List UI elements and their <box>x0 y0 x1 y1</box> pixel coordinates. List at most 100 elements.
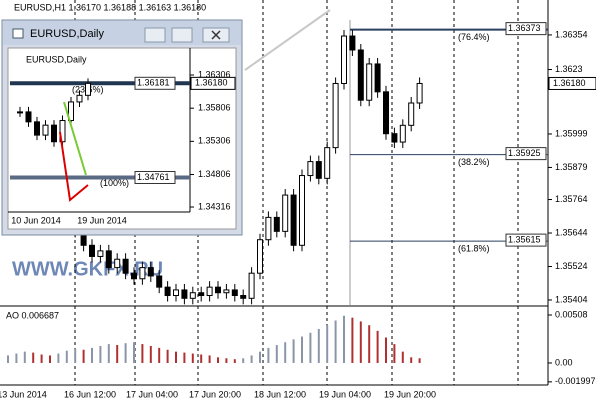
inset-zigzag-red <box>59 131 89 202</box>
inset-x-label: 10 Jun 2014 <box>11 215 61 225</box>
candle-body <box>307 161 314 177</box>
candle-body <box>105 250 112 269</box>
y-tick-label: 1.35879 <box>555 162 588 172</box>
price-box <box>505 147 547 161</box>
candle-body <box>357 49 364 101</box>
x-tick-label: 17 Jun 20:00 <box>189 389 241 399</box>
inset-y-tick-label: 1.34316 <box>198 201 231 211</box>
price-box-label: 1.35615 <box>508 234 541 244</box>
candle-body <box>147 267 154 277</box>
ao-tick-label: 0.00 <box>555 357 573 367</box>
candle-body <box>341 35 347 84</box>
y-tick-label: 1.36354 <box>555 29 588 39</box>
candle-body <box>156 275 163 288</box>
candle-body <box>198 292 205 297</box>
x-tick-label: 16 Jun 12:00 <box>64 389 116 399</box>
candle-body <box>416 82 423 104</box>
price-box <box>134 76 176 90</box>
inset-y-tick-label: 1.34806 <box>198 169 231 179</box>
x-tick-label: 19 Jun 04:00 <box>319 389 371 399</box>
price-box-label: 1.36373 <box>508 23 541 33</box>
y-tick-label: 1.35764 <box>555 194 588 204</box>
price-box <box>134 171 176 185</box>
candle-body <box>173 289 179 297</box>
y-tick-label: 1.35999 <box>555 128 588 138</box>
trend-line <box>244 9 331 71</box>
inset-candle-body <box>17 111 23 114</box>
candle-body <box>282 194 289 232</box>
candle-body <box>374 63 381 93</box>
candle-body <box>399 124 406 143</box>
inset-zigzag-green <box>63 101 87 176</box>
x-tick-label: 13 Jun 2014 <box>0 389 47 399</box>
candle-body <box>215 286 221 294</box>
candle-body <box>231 289 238 297</box>
candle-body <box>315 161 322 179</box>
candle-body <box>332 82 339 149</box>
inset-y-tick-label: 1.35806 <box>198 103 231 113</box>
candle-body <box>290 194 297 246</box>
inset-chart-title: EURUSD,Daily <box>26 54 87 64</box>
inset-candle-body <box>68 101 74 122</box>
x-tick-label: 19 Jun 20:00 <box>384 389 436 399</box>
candle-body <box>206 286 213 297</box>
candle-body <box>189 292 196 299</box>
candle-body <box>164 286 171 297</box>
candle-body <box>97 250 104 257</box>
window-title: EURUSD,Daily <box>30 28 104 40</box>
inset-candle-body <box>25 111 32 123</box>
inset-x-label: 19 Jun 2014 <box>77 215 127 225</box>
candle-body <box>257 239 263 274</box>
fib-level-label: (61.8%) <box>458 243 490 253</box>
ao-label: AO 0.006687 <box>6 310 59 320</box>
inset-fib-label: (100%) <box>100 178 129 188</box>
minimize-button[interactable] <box>144 27 166 43</box>
inset-candle-body <box>59 120 66 143</box>
candle-body <box>114 258 121 269</box>
inset-current-box <box>190 76 236 90</box>
candle-body <box>240 295 247 299</box>
ao-tick-label: -0.001997 <box>555 376 596 386</box>
y-tick-label: 1.35644 <box>555 227 588 237</box>
candle-body <box>223 289 230 294</box>
chart-title: EURUSD,H1 1.36170 1.36188 1.36163 1.3618… <box>14 2 206 12</box>
y-tick-label: 1.3623 <box>555 64 583 74</box>
y-tick-label: 1.35404 <box>555 294 588 304</box>
candle-body <box>383 91 389 135</box>
candle-body <box>366 63 373 101</box>
candle-body <box>131 272 137 280</box>
price-box-label: 1.34761 <box>137 172 170 182</box>
window-icon <box>12 28 24 39</box>
price-box-label: 1.36181 <box>137 78 170 88</box>
candle-body <box>408 102 415 126</box>
fib-level-label: (38.2%) <box>458 157 490 167</box>
inset-candle-body <box>34 121 40 136</box>
window-titlebar <box>3 21 241 45</box>
fib-level-label: (76.4%) <box>458 32 490 42</box>
candle-body <box>324 147 331 179</box>
candle-body <box>273 216 280 232</box>
candle-body <box>122 258 129 274</box>
candle-body <box>89 244 95 257</box>
candle-body <box>349 35 356 51</box>
ao-tick-label: 0.00508 <box>555 309 588 319</box>
price-box-label: 1.35925 <box>508 148 541 158</box>
candle-body <box>248 272 255 299</box>
maximize-button[interactable] <box>171 27 193 43</box>
inset-candle-body <box>51 124 57 143</box>
candle-body <box>181 289 188 299</box>
inset-candle-body <box>85 82 91 96</box>
candle-body <box>265 216 272 241</box>
current-price-label: 1.36180 <box>553 78 586 88</box>
price-box <box>505 233 547 247</box>
candle-body <box>139 267 146 280</box>
candle-body <box>391 133 398 143</box>
inset-candle-body <box>42 124 49 136</box>
inset-candle-body <box>76 94 83 103</box>
inset-window: EURUSD,Daily EURUSD,Daily 1.36306 1.35806… <box>1 19 243 236</box>
x-tick-label: 17 Jun 04:00 <box>126 389 178 399</box>
inset-y-tick-label: 1.36306 <box>198 69 231 79</box>
price-box <box>505 22 547 36</box>
current-price-box <box>548 76 596 90</box>
